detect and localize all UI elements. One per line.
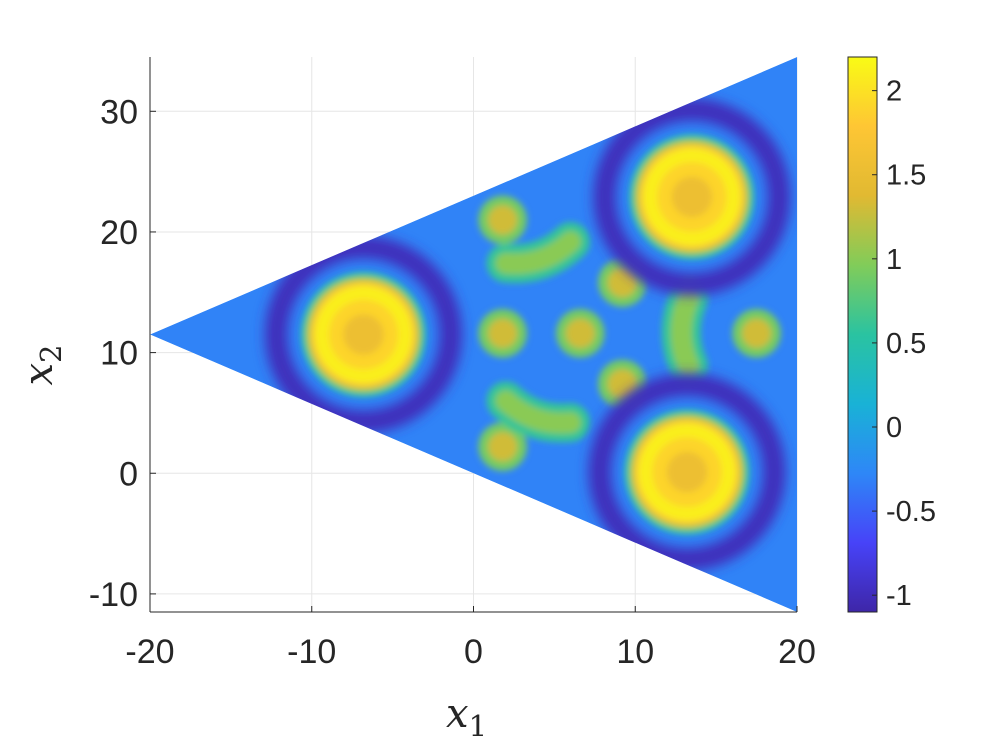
blob-core — [488, 205, 518, 235]
y-tick-label: 20 — [100, 214, 138, 252]
blob-core — [607, 268, 637, 298]
plot-area: -20 -10 0 10 20 -10 0 10 20 30 — [89, 57, 816, 671]
y-tick-label: -10 — [89, 576, 138, 614]
dark-ring — [588, 373, 786, 571]
x-axis-label: x — [446, 691, 469, 737]
x-tick-label: -10 — [287, 633, 336, 671]
y-axis-title: x2 — [16, 344, 68, 385]
colorbar-tick-label: -1 — [886, 580, 912, 612]
colorbar-tick-label: 1 — [886, 244, 902, 276]
colorbar-tick-label: 0 — [886, 412, 902, 444]
blob-core — [488, 432, 518, 462]
y-tick-label: 30 — [100, 93, 138, 131]
x-axis-label-subscript: 1 — [469, 709, 487, 743]
blob-core — [742, 318, 772, 348]
arc-core — [495, 231, 582, 275]
y-tick-label: 0 — [119, 455, 138, 493]
y-axis-ticks: -10 0 10 20 30 — [89, 93, 156, 614]
x-axis-ticks: -20 -10 0 10 20 — [125, 606, 816, 671]
blob-core — [565, 318, 595, 348]
dark-ring — [264, 235, 463, 434]
colorbar-gradient — [848, 57, 877, 612]
colorbar-frame — [847, 56, 878, 613]
blob-core — [607, 369, 637, 399]
x-tick-label: 0 — [464, 633, 483, 671]
y-axis-label: x — [16, 363, 62, 386]
dark-ring — [593, 98, 791, 296]
colorbar: 2 1.5 1 0.5 0 -0.5 -1 — [847, 56, 936, 613]
x-tick-label: 10 — [616, 633, 654, 671]
svg-text:x2: x2 — [16, 344, 68, 385]
y-tick-label: 10 — [100, 335, 138, 373]
x-tick-label: 20 — [778, 633, 816, 671]
colorbar-tick-label: 2 — [886, 76, 902, 108]
x-axis-title: x1 — [446, 691, 487, 743]
y-axis-label-subscript: 2 — [34, 344, 68, 362]
colorbar-tick-label: 0.5 — [886, 328, 926, 360]
colorbar-tick-label: -0.5 — [886, 496, 936, 528]
ring-level — [671, 176, 713, 218]
colorbar-ticks: 2 1.5 1 0.5 0 -0.5 -1 — [872, 76, 936, 612]
colorbar-tick-label: 1.5 — [886, 160, 926, 192]
heatmap-field — [150, 57, 797, 612]
blob-core — [488, 318, 518, 348]
ring-level — [343, 314, 384, 355]
ring-level — [666, 451, 708, 493]
svg-text:x1: x1 — [446, 691, 487, 743]
arc-core — [495, 390, 582, 434]
arc-core — [670, 287, 700, 377]
x-tick-label: -20 — [125, 633, 174, 671]
